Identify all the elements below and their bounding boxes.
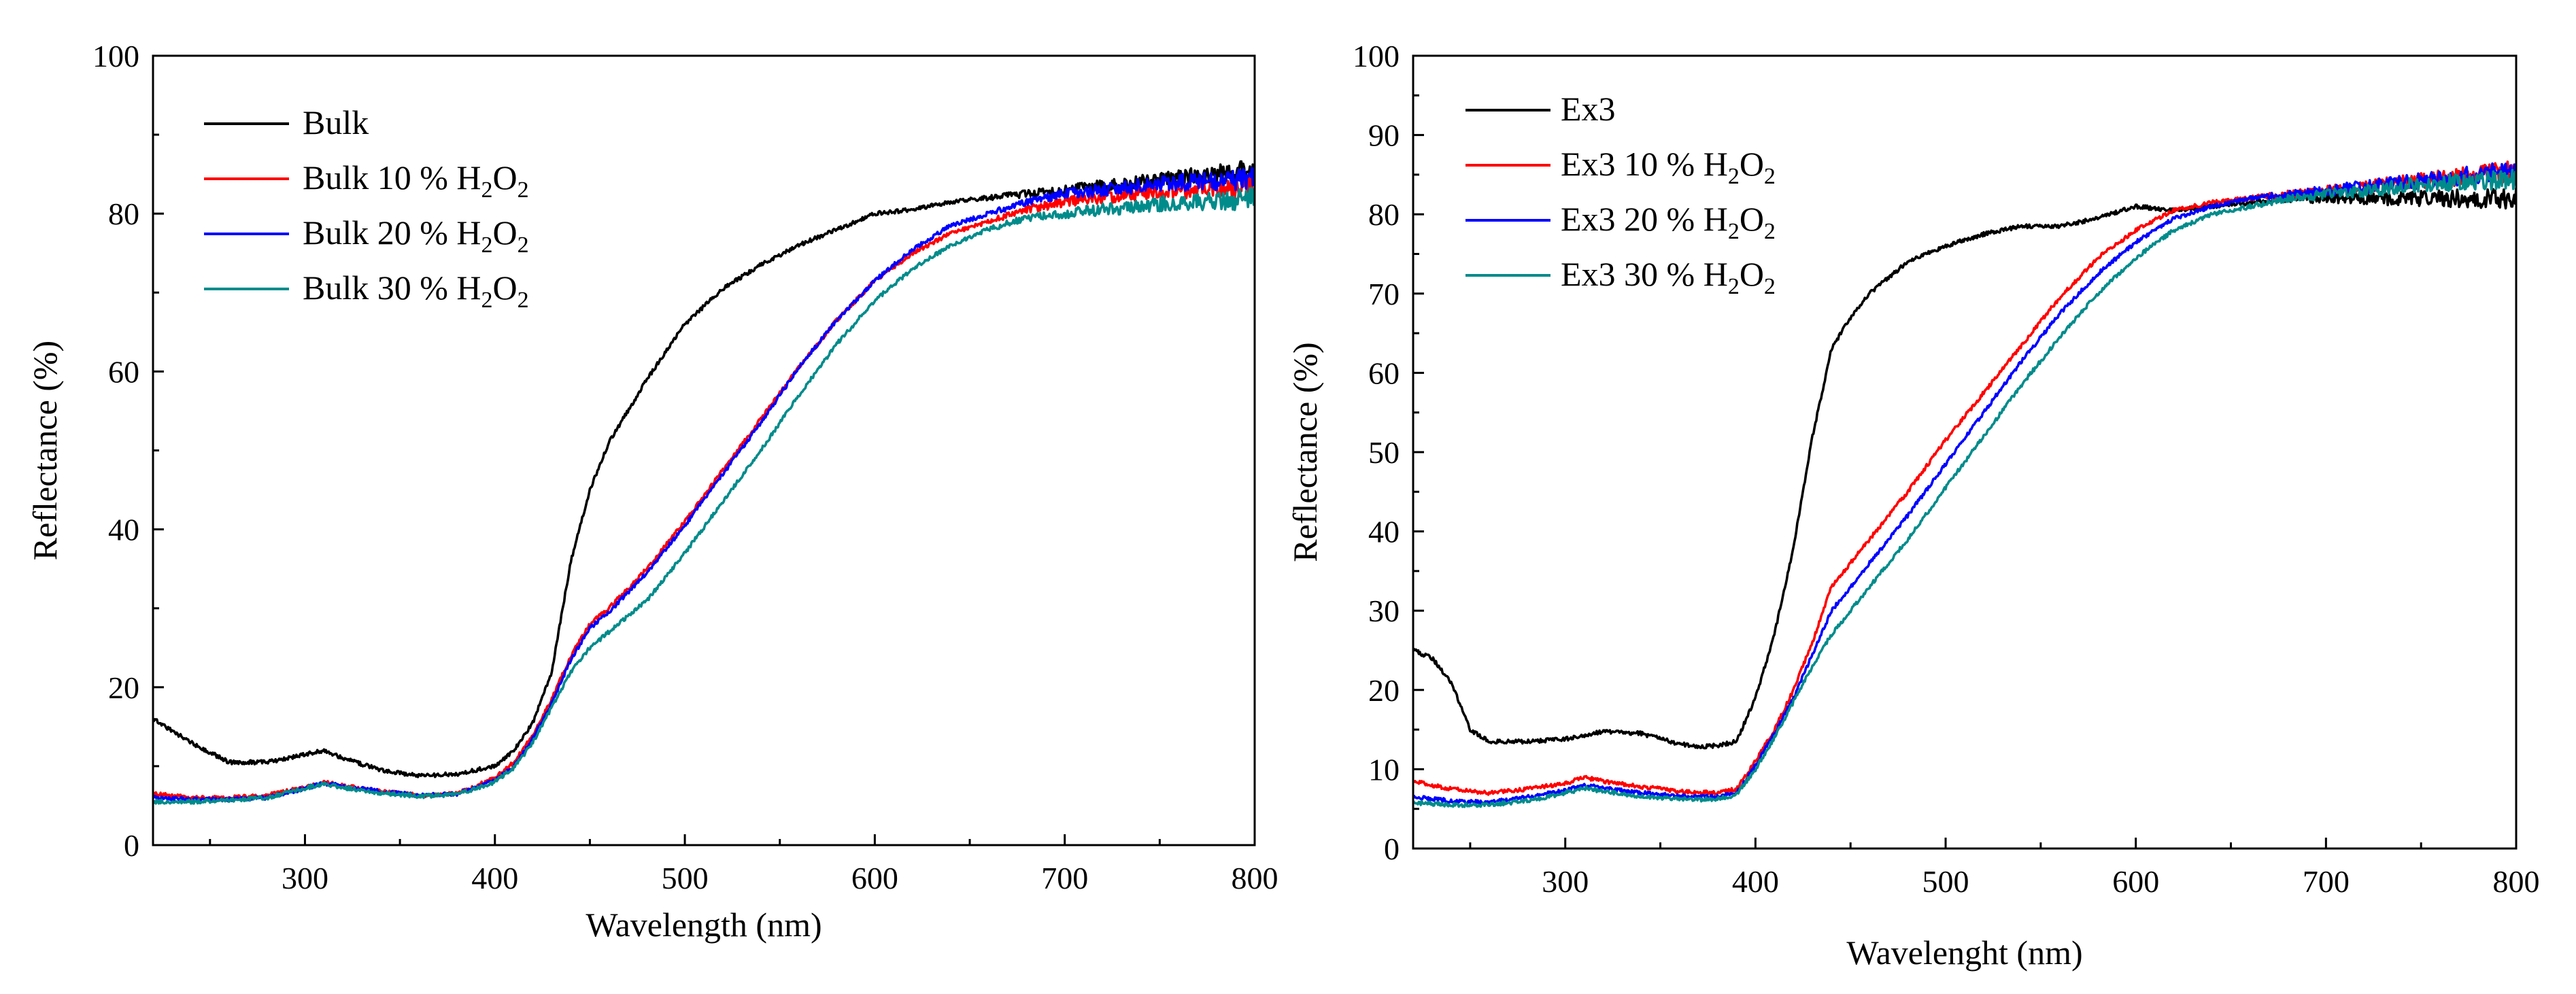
x-tick-label: 600 <box>851 861 898 895</box>
x-tick-label: 300 <box>282 861 328 895</box>
series-line-1 <box>153 160 1255 778</box>
x-tick-label: 700 <box>2303 864 2350 899</box>
x-tick-label: 400 <box>1732 864 1779 899</box>
legend-label: Ex3 20 % H2O2 <box>1561 200 1776 244</box>
y-tick-label: 20 <box>108 670 139 705</box>
x-tick-label: 500 <box>662 861 709 895</box>
y-tick-label: 100 <box>1353 39 1400 73</box>
series-line-4 <box>153 187 1255 805</box>
y-tick-label: 70 <box>1368 277 1400 311</box>
x-tick-label: 700 <box>1041 861 1088 895</box>
legend-label: Ex3 10 % H2O2 <box>1561 145 1776 189</box>
legend-label: Bulk 10 % H2O2 <box>303 158 529 203</box>
chart-panel-2: 300 400 500 600 700 800 0 10 20 30 40 50 60 70 80 90 100… <box>1286 39 2540 972</box>
chart-panel-1: 300 400 500 600 700 800 0 20 40 60 80 100 Wavelength… <box>26 39 1278 944</box>
legend-label: Bulk <box>303 103 369 141</box>
series-lines <box>1413 160 2516 808</box>
x-tick-label: 500 <box>1922 864 1969 899</box>
y-tick-label: 40 <box>1368 515 1400 549</box>
y-tick-label: 60 <box>1368 356 1400 390</box>
x-tick-label: 800 <box>2493 864 2540 899</box>
y-axis-label: Reflectance (%) <box>26 341 64 560</box>
series-line-3 <box>153 167 1255 803</box>
y-tick-label: 100 <box>92 39 139 73</box>
y-tick-label: 50 <box>1368 435 1400 470</box>
x-tick-label: 600 <box>2112 864 2159 899</box>
y-tick-label: 0 <box>1384 832 1400 866</box>
y-tick-label: 90 <box>1368 118 1400 153</box>
y-tick-label: 40 <box>108 513 139 547</box>
x-tick-label: 800 <box>1232 861 1278 895</box>
legend-label: Bulk 30 % H2O2 <box>303 269 529 313</box>
x-tick-label: 300 <box>1542 864 1589 899</box>
x-axis-label: Wavelenght (nm) <box>1846 933 2082 972</box>
legend: Ex3 Ex3 10 % H2O2 Ex3 20 % H2O2 Ex3 30 % H2… <box>1465 90 1776 299</box>
legend-label: Ex3 <box>1561 90 1616 128</box>
series-line-4 <box>1413 169 2516 808</box>
y-tick-label: 20 <box>1368 673 1400 708</box>
x-axis-label: Wavelength (nm) <box>586 906 821 944</box>
legend-label: Bulk 20 % H2O2 <box>303 213 529 258</box>
y-tick-label: 80 <box>1368 197 1400 232</box>
series-lines <box>153 160 1255 805</box>
y-tick-label: 30 <box>1368 594 1400 628</box>
y-axis-label: Reflectance (%) <box>1286 342 1324 562</box>
y-tick-label: 10 <box>1368 752 1400 787</box>
y-tick-label: 80 <box>108 196 139 231</box>
x-tick-label: 400 <box>471 861 518 895</box>
y-tick-label: 60 <box>108 354 139 389</box>
y-tick-label: 0 <box>124 828 139 863</box>
series-line-3 <box>1413 162 2516 806</box>
legend-label: Ex3 30 % H2O2 <box>1561 255 1776 299</box>
legend: Bulk Bulk 10 % H2O2 Bulk 20 % H2O2 Bulk 30 … <box>204 103 529 313</box>
